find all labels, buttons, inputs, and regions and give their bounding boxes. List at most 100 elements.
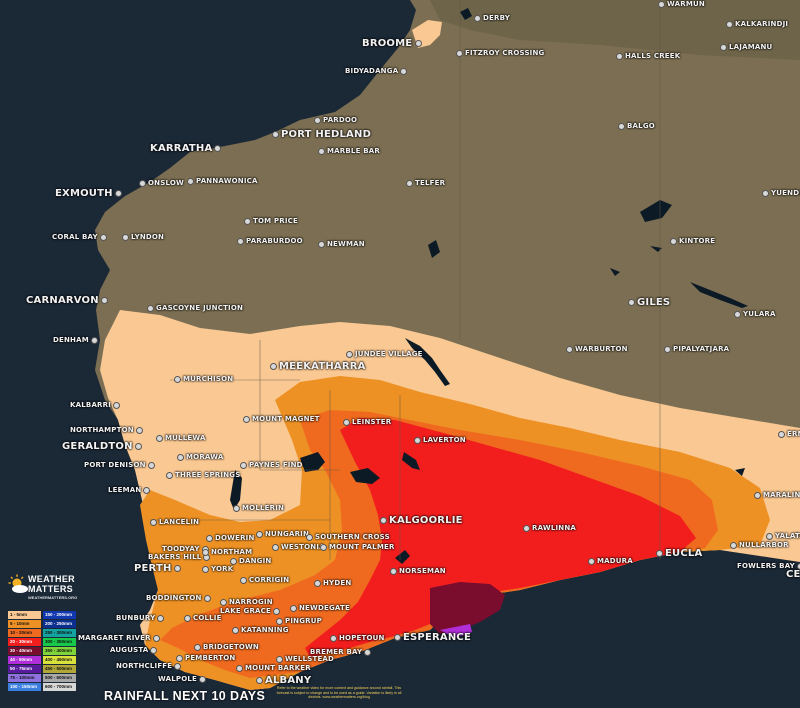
legend-item: 10 - 20mm xyxy=(8,629,41,637)
label-yulara: YULARA xyxy=(734,310,776,319)
label-bremer-bay: BREMER BAY xyxy=(310,648,373,657)
legend-item: 400 - 450mm xyxy=(43,656,76,664)
label-southern-cross: SOUTHERN CROSS xyxy=(306,533,390,542)
label-collie: COLLIE xyxy=(184,614,222,623)
label-giles: GILES xyxy=(628,297,670,309)
weather-matters-logo: WEATHER MATTERS WEATHERMATTERS.ORG xyxy=(8,568,77,604)
legend-item: 300 - 350mm xyxy=(43,638,76,646)
label-katanning: KATANNING xyxy=(232,626,289,635)
label-lake-grace: LAKE GRACE xyxy=(220,607,282,616)
label-warburton: WARBURTON xyxy=(566,345,628,354)
label-marble-bar: MARBLE BAR xyxy=(318,147,380,156)
label-narrogin: NARROGIN xyxy=(220,598,273,607)
label-karratha: KARRATHA xyxy=(150,143,223,155)
label-tom-price: TOM PRICE xyxy=(244,217,298,226)
label-nungarin: NUNGARIN xyxy=(256,530,309,539)
label-derby: DERBY xyxy=(474,14,510,23)
label-mullewa: MULLEWA xyxy=(156,434,206,443)
label-dangin: DANGIN xyxy=(230,557,272,566)
label-exmouth: EXMOUTH xyxy=(55,188,124,200)
label-kintore: KINTORE xyxy=(670,237,715,246)
brand-line-2: MATTERS xyxy=(28,584,73,594)
legend-item: 40 - 50mm xyxy=(8,656,41,664)
legend-item: 100 - 150mm xyxy=(8,683,41,691)
label-rawlinna: RAWLINNA xyxy=(523,524,576,533)
label-carnarvon: CARNARVON xyxy=(26,295,110,307)
label-laverton: LAVERTON xyxy=(414,436,466,445)
label-mollerin: MOLLERIN xyxy=(233,504,284,513)
legend-item: 250 - 300mm xyxy=(43,629,76,637)
label-wellstead: WELLSTEAD xyxy=(276,655,334,664)
label-paynes-find: PAYNES FIND xyxy=(240,461,303,470)
label-augusta: AUGUSTA xyxy=(110,646,159,655)
label-kalbarri: KALBARRI xyxy=(70,401,122,410)
label-corrigin: CORRIGIN xyxy=(240,576,289,585)
label-mount-palmer: MOUNT PALMER xyxy=(320,543,395,552)
label-port-hedland: PORT HEDLAND xyxy=(272,129,371,141)
legend-row: 30 - 40mm 350 - 400mm xyxy=(8,647,78,655)
label-balgo: BALGO xyxy=(618,122,655,131)
band-30-40mm xyxy=(430,582,505,634)
label-kalgoorlie: KALGOORLIE xyxy=(380,515,463,527)
label-york: YORK xyxy=(202,565,233,574)
label-mount-magnet: MOUNT MAGNET xyxy=(243,415,320,424)
legend-row: 100 - 150mm 600 - 700mm xyxy=(8,683,78,691)
label-yalata: YALATA xyxy=(766,532,800,541)
label-three-springs: THREE SPRINGS xyxy=(166,471,240,480)
label-leinster: LEINSTER xyxy=(343,418,391,427)
label-esperance: ESPERANCE xyxy=(394,632,471,644)
label-lancelin: LANCELIN xyxy=(150,518,199,527)
legend-item: 30 - 40mm xyxy=(8,647,41,655)
label-pipalyatjara: PIPALYATJARA xyxy=(664,345,729,354)
legend-item: 75 - 100mm xyxy=(8,674,41,682)
label-boddington: BODDINGTON xyxy=(146,594,213,603)
label-pardoo: PARDOO xyxy=(314,116,357,125)
legend-item: 5 - 10mm xyxy=(8,620,41,628)
label-fowlers-bay: FOWLERS BAY xyxy=(737,562,800,571)
brand-line-3: WEATHERMATTERS.ORG xyxy=(28,595,78,600)
label-northam: NORTHAM xyxy=(202,548,252,557)
label-leeman: LEEMAN xyxy=(108,486,152,495)
label-gascoyne-junction: GASCOYNE JUNCTION xyxy=(147,304,243,313)
label-yuendumu: YUENDUMU xyxy=(762,189,800,198)
label-newdegate: NEWDEGATE xyxy=(290,604,350,613)
label-meekatharra: MEEKATHARRA xyxy=(270,361,366,373)
label-murchison: MURCHISON xyxy=(174,375,233,384)
label-ce: CE xyxy=(786,569,800,580)
label-perth: PERTH xyxy=(134,563,183,575)
label-geraldton: GERALDTON xyxy=(62,441,144,453)
label-maralinga: MARALINGA xyxy=(754,491,800,500)
legend-item: 150 - 200mm xyxy=(43,611,76,619)
kimberley-coast xyxy=(430,0,800,60)
label-bridgetown: BRIDGETOWN xyxy=(194,643,259,652)
label-pingrup: PINGRUP xyxy=(276,617,322,626)
borders xyxy=(150,0,661,560)
label-lajamanu: LAJAMANU xyxy=(720,43,772,52)
label-lyndon: LYNDON xyxy=(122,233,164,242)
label-ern: ERN xyxy=(778,430,800,439)
label-hyden: HYDEN xyxy=(314,579,351,588)
legend-row: 50 - 75mm 450 - 500mm xyxy=(8,665,78,673)
label-hopetoun: HOPETOUN xyxy=(330,634,385,643)
label-pannawonica: PANNAWONICA xyxy=(187,177,258,186)
legend-row: 5 - 10mm 200 - 250mm xyxy=(8,620,78,628)
label-nullarbor: NULLARBOR xyxy=(730,541,789,550)
label-bidyadanga: BIDYADANGA xyxy=(345,67,409,76)
label-paraburdoo: PARABURDOO xyxy=(237,237,303,246)
label-broome: BROOME xyxy=(362,38,424,50)
label-bunbury: BUNBURY xyxy=(116,614,166,623)
label-madura: MADURA xyxy=(588,557,633,566)
legend-item: 450 - 500mm xyxy=(43,665,76,673)
label-norseman: NORSEMAN xyxy=(390,567,446,576)
legend-item: 50 - 75mm xyxy=(8,665,41,673)
label-eucla: EUCLA xyxy=(656,548,702,560)
label-denham: DENHAM xyxy=(53,336,100,345)
legend-row: 75 - 100mm 500 - 600mm xyxy=(8,674,78,682)
brand-line-1: WEATHER xyxy=(28,574,75,584)
sun-cloud-icon xyxy=(8,574,28,593)
disclaimer: Refer to the weather video for more cont… xyxy=(276,686,402,700)
label-margaret-river: MARGARET RIVER xyxy=(78,634,162,643)
label-halls-creek: HALLS CREEK xyxy=(616,52,680,61)
